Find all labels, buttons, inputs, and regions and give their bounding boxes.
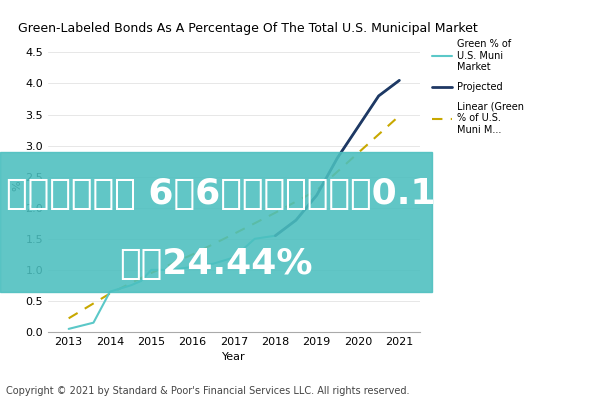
Green % of
U.S. Muni
Market (189, 264, 196, 269)
Y-axis label: %: % (13, 181, 23, 191)
Green % of
U.S. Muni
Market (148, 268, 155, 272)
Green % of
U.S. Muni
Market (396, 78, 403, 83)
Projected (313, 193, 320, 198)
Text: 东北期货配资 6月6日世运转债上涨0.16%，转股溢: 东北期货配资 6月6日世运转债上涨0.16%，转股溢 (6, 177, 583, 211)
Green % of
U.S. Muni
Market (230, 255, 238, 260)
Green % of
U.S. Muni
Market (90, 320, 97, 325)
Linear (Green
% of U.S.
Muni M... (65, 316, 72, 321)
Projected (292, 218, 299, 222)
Line: Projected: Projected (275, 80, 400, 236)
Green % of
U.S. Muni
Market (137, 279, 145, 284)
Green % of
U.S. Muni
Market (210, 261, 217, 266)
Linear (Green
% of U.S.
Muni M... (313, 188, 320, 193)
Linear (Green
% of U.S.
Muni M... (396, 113, 403, 118)
Green % of
U.S. Muni
Market (106, 289, 113, 294)
Projected (375, 94, 382, 98)
Linear (Green
% of U.S.
Muni M... (148, 270, 155, 275)
Green % of
U.S. Muni
Market (117, 286, 124, 291)
Green % of
U.S. Muni
Market (355, 124, 362, 129)
Linear (Green
% of U.S.
Muni M... (189, 252, 196, 257)
Linear (Green
% of U.S.
Muni M... (355, 151, 362, 156)
Linear (Green
% of U.S.
Muni M... (106, 291, 113, 296)
Green % of
U.S. Muni
Market (375, 94, 382, 98)
Green % of
U.S. Muni
Market (251, 236, 258, 241)
Green % of
U.S. Muni
Market (127, 283, 134, 288)
Linear (Green
% of U.S.
Muni M... (230, 232, 238, 236)
Linear (Green
% of U.S.
Muni M... (272, 210, 279, 215)
Projected (334, 156, 341, 160)
X-axis label: Year: Year (222, 352, 246, 362)
Green % of
U.S. Muni
Market (334, 156, 341, 160)
Green % of
U.S. Muni
Market (77, 323, 85, 328)
Green % of
U.S. Muni
Market (292, 218, 299, 222)
Projected (272, 233, 279, 238)
Green % of
U.S. Muni
Market (272, 233, 279, 238)
Green % of
U.S. Muni
Market (313, 193, 320, 198)
Projected (396, 78, 403, 83)
Green % of
U.S. Muni
Market (65, 326, 72, 331)
Projected (355, 124, 362, 129)
Legend: Green % of
U.S. Muni
Market, Projected, Linear (Green
% of U.S.
Muni M...: Green % of U.S. Muni Market, Projected, … (433, 39, 524, 135)
Green % of
U.S. Muni
Market (169, 268, 176, 272)
Line: Green % of
U.S. Muni
Market: Green % of U.S. Muni Market (68, 80, 400, 329)
Text: Green-Labeled Bonds As A Percentage Of The Total U.S. Municipal Market: Green-Labeled Bonds As A Percentage Of T… (18, 22, 478, 35)
Text: Copyright © 2021 by Standard & Poor's Financial Services LLC. All rights reserve: Copyright © 2021 by Standard & Poor's Fi… (6, 386, 409, 396)
Text: 价率24.44%: 价率24.44% (119, 247, 313, 281)
Line: Linear (Green
% of U.S.
Muni M...: Linear (Green % of U.S. Muni M... (68, 116, 400, 318)
